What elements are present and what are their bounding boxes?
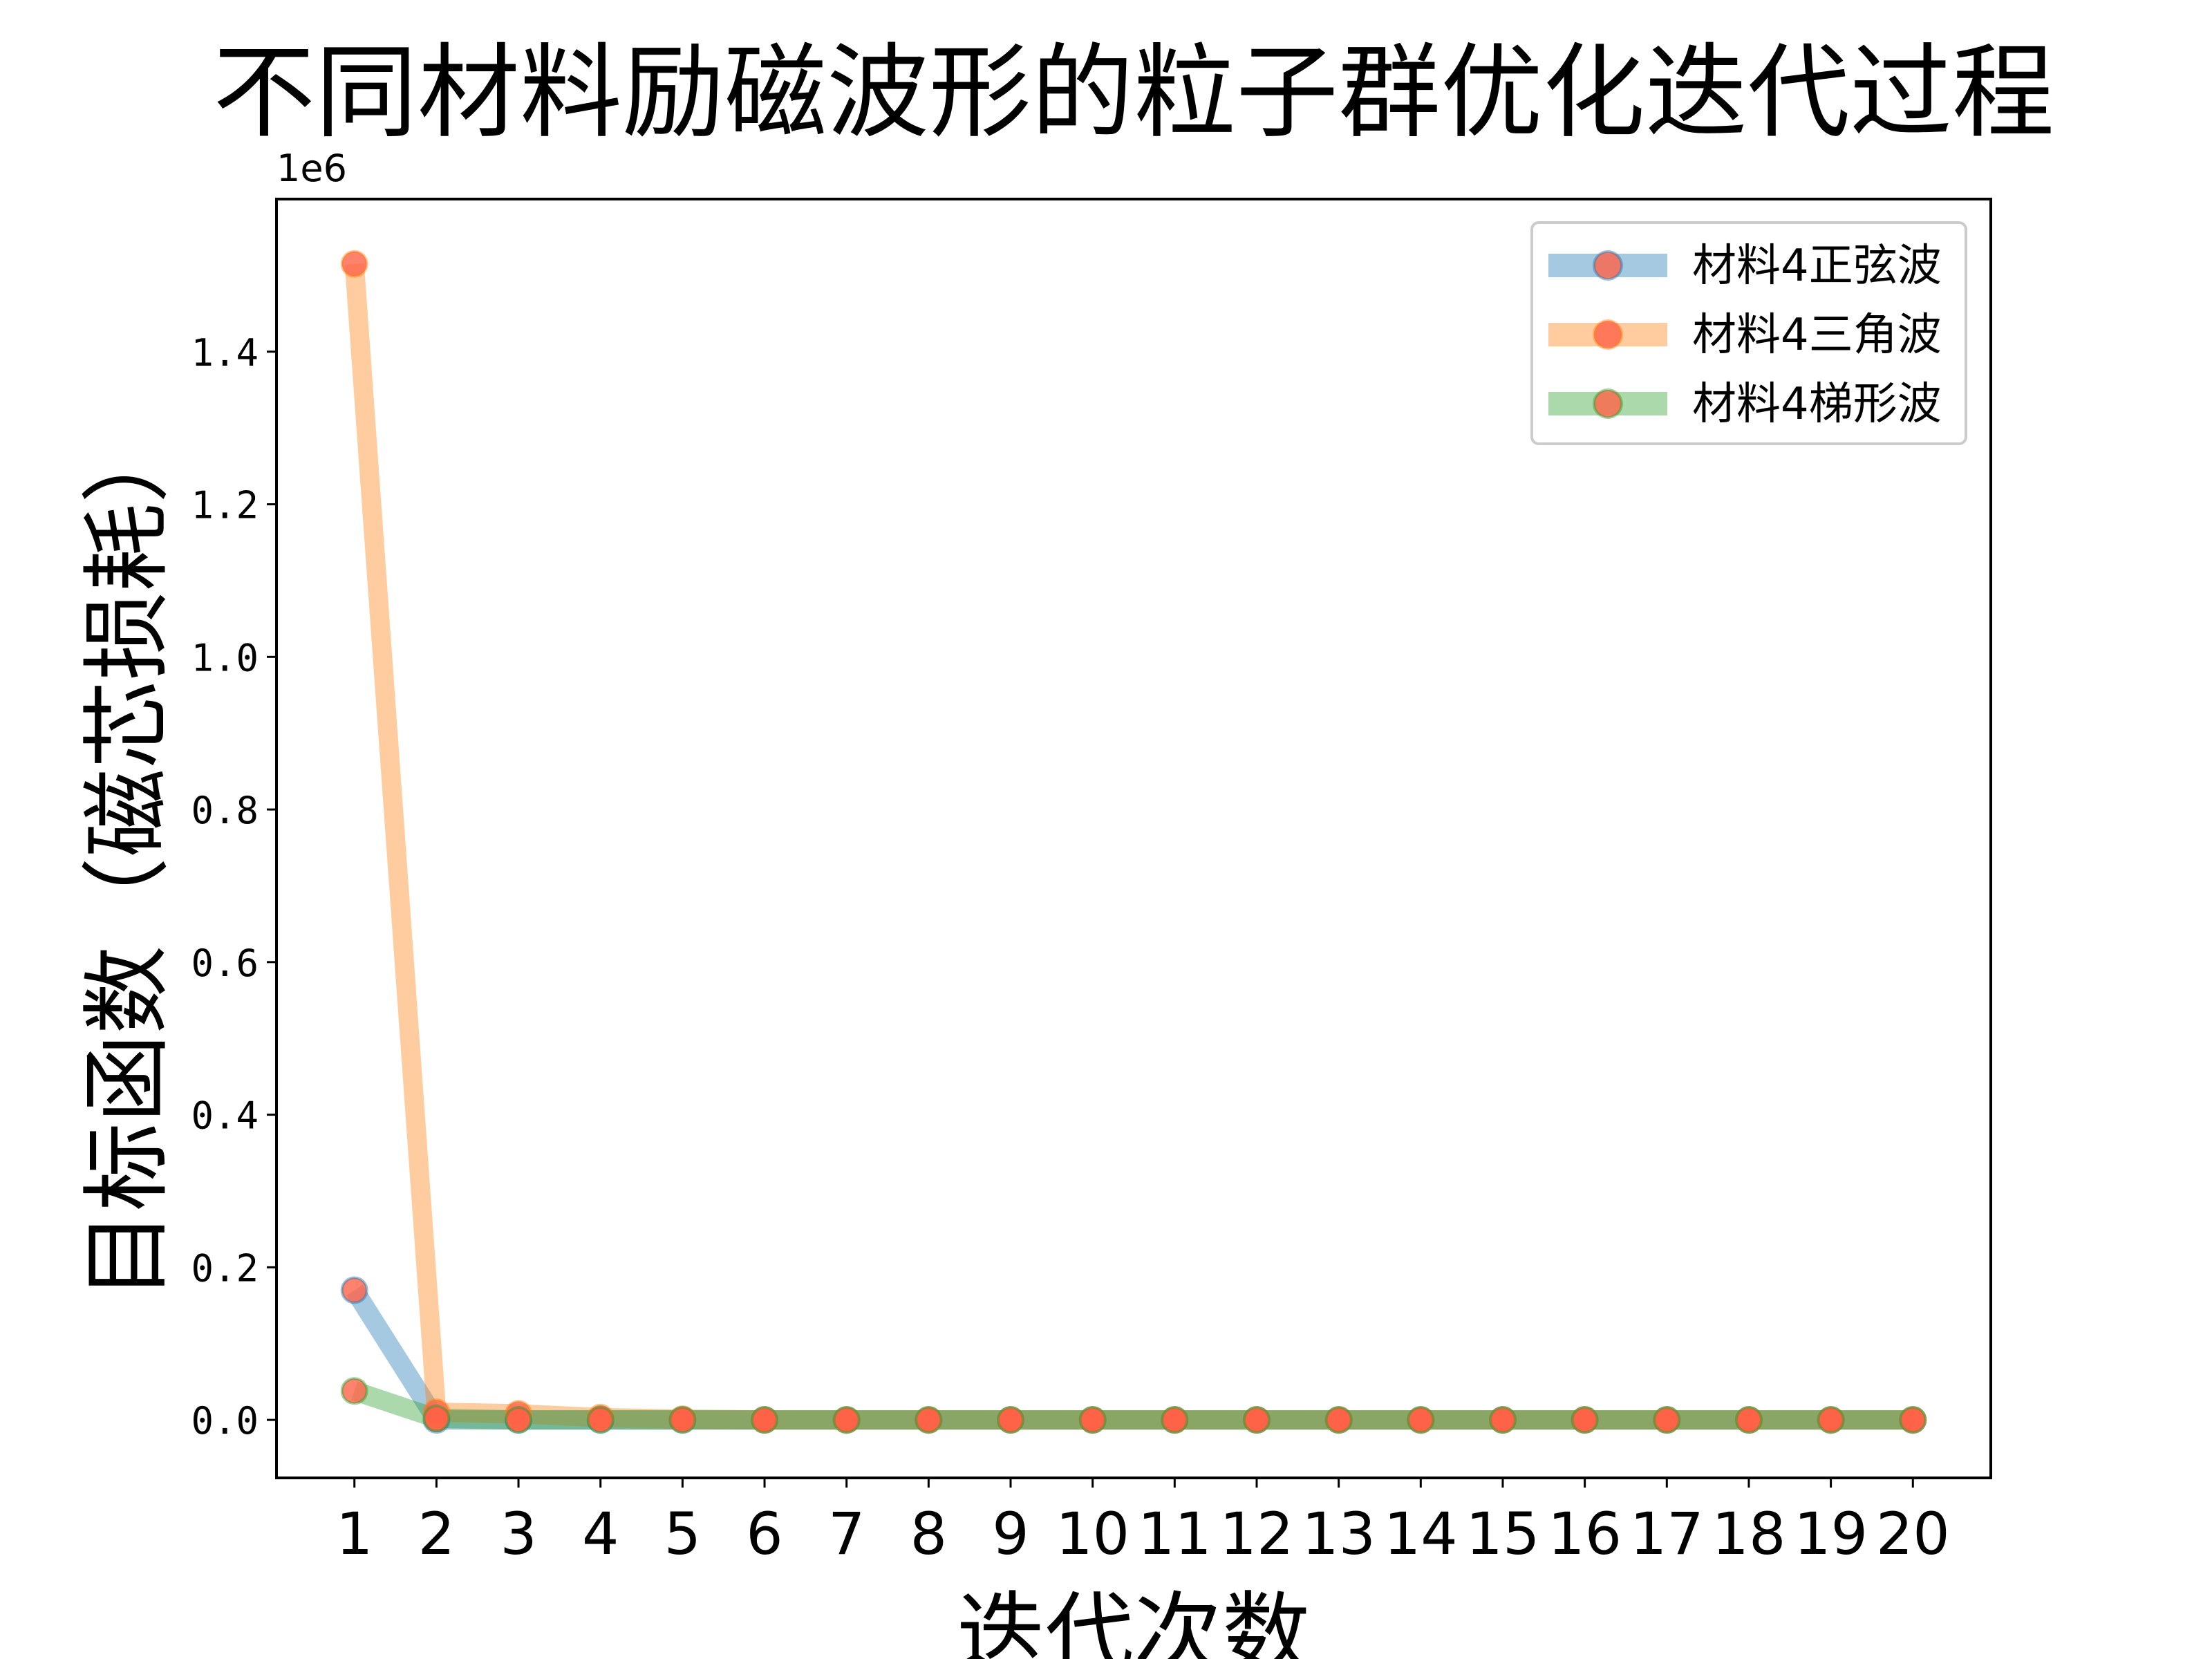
plot-frame (275, 198, 1992, 1479)
x-tick-label: 5 (664, 1500, 701, 1568)
y-tick-label: 0.4 (191, 1094, 259, 1138)
series-line-3 (351, 1381, 1913, 1430)
x-tick-label: 10 (1056, 1500, 1130, 1568)
legend-marker-3 (1593, 388, 1623, 419)
series-3-point (340, 1377, 368, 1405)
series-3-point (1489, 1406, 1517, 1434)
legend-marker-2 (1593, 319, 1623, 350)
x-tick-label: 1 (336, 1500, 373, 1568)
series-3-point (1078, 1406, 1107, 1434)
series-3-point (586, 1406, 615, 1434)
series-3-point (832, 1406, 861, 1434)
x-tick-label: 6 (746, 1500, 782, 1568)
x-tick-label: 3 (500, 1500, 536, 1568)
series-3-point (1653, 1406, 1681, 1434)
y-axis: 0.0 0.2 0.4 0.6 0.8 1.0 1.2 1.4 (191, 331, 276, 1443)
x-tick-label: 18 (1712, 1500, 1786, 1568)
series-3-point (422, 1404, 451, 1432)
series-line-2 (344, 263, 1913, 1430)
series-2-point (340, 250, 368, 278)
x-tick-label: 7 (828, 1500, 865, 1568)
series-3-point (505, 1406, 532, 1434)
x-tick-label: 11 (1138, 1500, 1212, 1568)
series-3-point (1324, 1406, 1353, 1434)
series-3-point (668, 1406, 697, 1434)
y-axis-label: 目标函数（磁芯损耗） (76, 415, 179, 1300)
x-tick-label: 19 (1794, 1500, 1868, 1568)
x-tick-label: 12 (1220, 1500, 1294, 1568)
y-tick-label: 0.2 (191, 1246, 259, 1290)
x-tick-label: 9 (992, 1500, 1029, 1568)
y-tick-label: 1.2 (191, 484, 259, 527)
x-tick-label: 2 (418, 1500, 455, 1568)
x-tick-label: 14 (1384, 1500, 1458, 1568)
x-tick-label: 16 (1548, 1500, 1622, 1568)
x-tick-label: 8 (910, 1500, 947, 1568)
series-3-point (1243, 1406, 1271, 1434)
y-tick-label: 0.6 (191, 941, 259, 985)
series-3-point (997, 1406, 1024, 1434)
series-3-point (1571, 1406, 1599, 1434)
series-3-point (751, 1406, 778, 1434)
chart-title: 不同材料励磁波形的粒子群优化迭代过程 (213, 33, 2054, 152)
series-3-point (1817, 1406, 1845, 1434)
x-tick-label: 20 (1876, 1500, 1950, 1568)
legend-label-1: 材料4正弦波 (1692, 241, 1942, 292)
y-axis-offset-label: 1e6 (276, 147, 347, 190)
legend-label-2: 材料4三角波 (1692, 310, 1942, 361)
series-1-point (340, 1276, 368, 1304)
series-3-point (915, 1406, 943, 1434)
series-3-point (1407, 1406, 1435, 1434)
x-tick-label: 17 (1630, 1500, 1704, 1568)
series-layer (340, 250, 1927, 1434)
x-axis: 1 2 3 4 5 6 7 8 9 10 11 12 13 14 15 16 17 18 19 20 (336, 1478, 1950, 1568)
series-3-point (1161, 1406, 1189, 1434)
series-3-point (1899, 1406, 1927, 1434)
legend-marker-1 (1593, 250, 1623, 281)
x-axis-label: 迭代次数 (957, 1583, 1311, 1659)
y-tick-label: 0.8 (191, 789, 259, 832)
y-tick-label: 1.4 (191, 331, 259, 375)
y-tick-label: 0.0 (191, 1399, 259, 1443)
legend-frame (1530, 221, 1967, 445)
series-3-point (1735, 1406, 1763, 1434)
legend-label-3: 材料4梯形波 (1692, 379, 1942, 430)
series-line-1 (346, 1285, 1913, 1430)
x-tick-label: 4 (582, 1500, 619, 1568)
y-tick-label: 1.0 (191, 636, 259, 679)
x-tick-label: 15 (1466, 1500, 1540, 1568)
x-tick-label: 13 (1302, 1500, 1376, 1568)
